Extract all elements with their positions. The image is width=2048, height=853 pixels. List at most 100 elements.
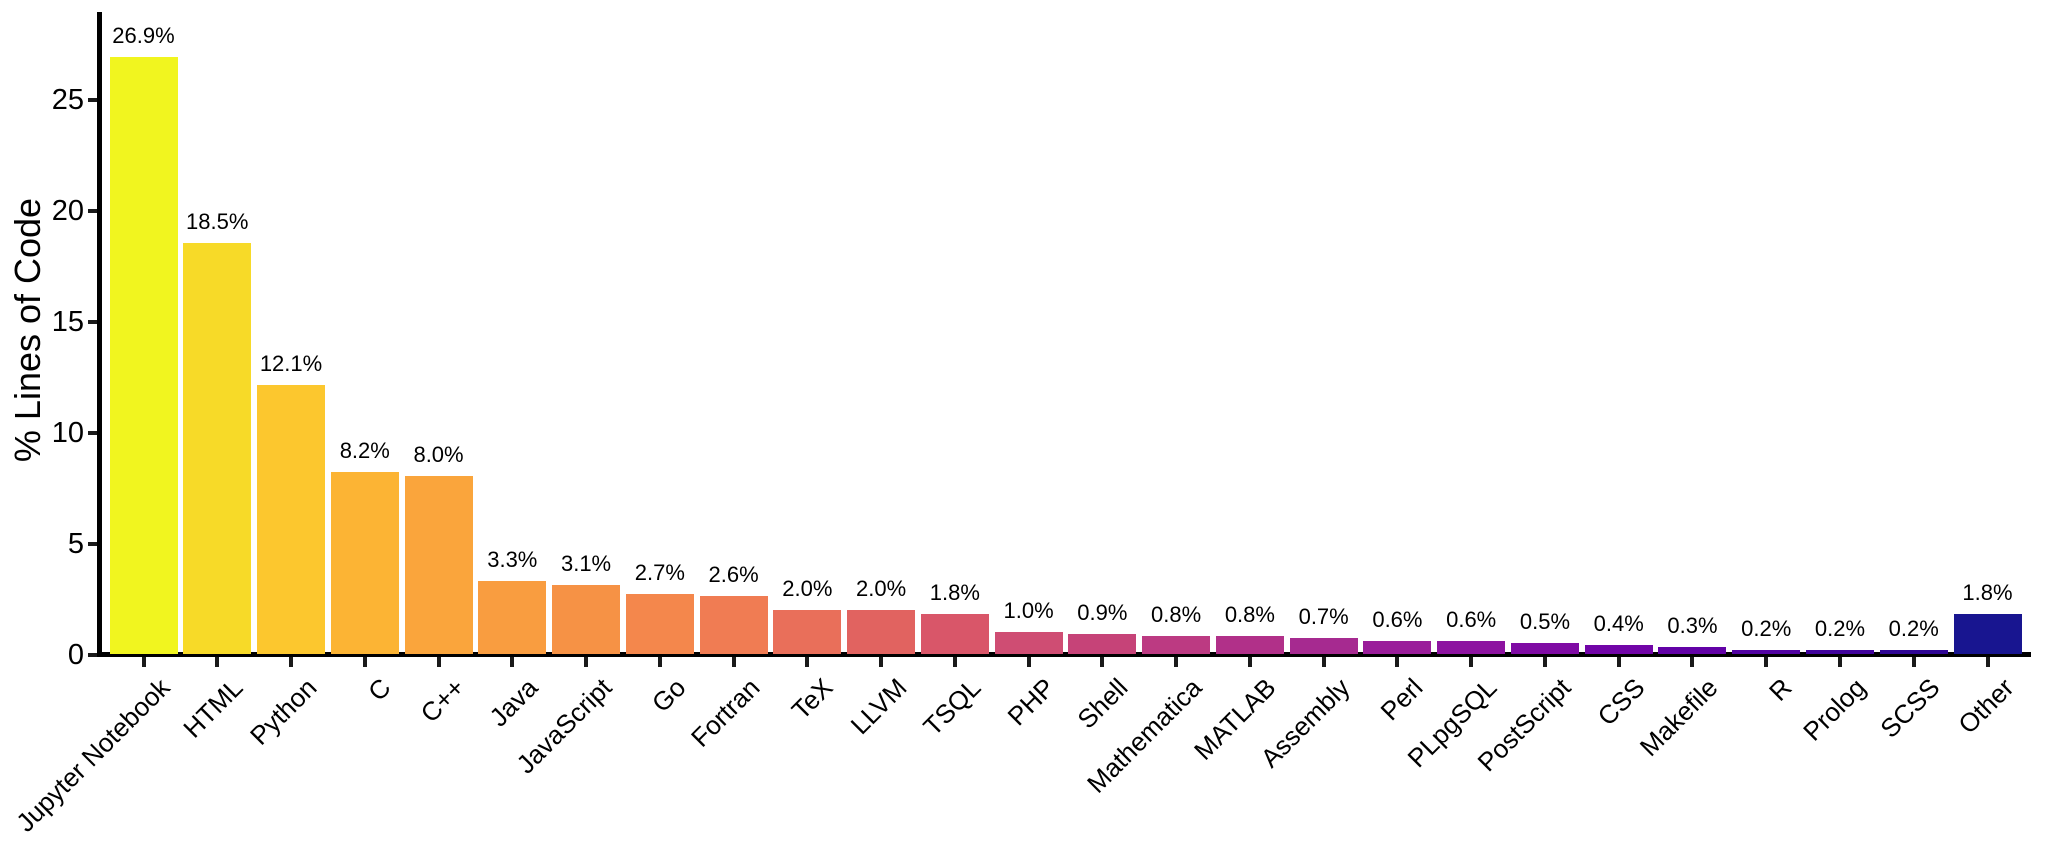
bar-html xyxy=(183,243,252,654)
y-tick xyxy=(88,542,97,546)
bar-value-label: 1.8% xyxy=(929,580,980,606)
bar-css xyxy=(1584,645,1653,654)
y-tick xyxy=(88,98,97,102)
bar-other xyxy=(1953,614,2022,654)
x-tick xyxy=(584,657,589,667)
x-tick-label-tsql: TSQL xyxy=(917,672,987,742)
x-tick-label-shell: Shell xyxy=(1071,672,1134,735)
bar-value-label: 18.5% xyxy=(186,209,249,235)
x-tick xyxy=(1026,657,1031,667)
x-tick-label-fortran: Fortran xyxy=(684,672,766,753)
x-tick xyxy=(510,657,515,667)
bar-value-label: 26.9% xyxy=(112,22,175,48)
x-tick xyxy=(1985,657,1990,667)
bar-value-label: 0.3% xyxy=(1667,613,1718,639)
bar-python xyxy=(257,385,326,654)
bar-mathematica xyxy=(1142,636,1211,654)
bar-jupyter-notebook xyxy=(109,56,178,654)
x-tick xyxy=(1395,657,1400,667)
x-axis-line xyxy=(97,652,2031,657)
bar-value-label: 0.2% xyxy=(1741,615,1792,641)
x-tick-label-r: R xyxy=(1763,672,1798,707)
y-tick-label: 15 xyxy=(51,306,84,338)
x-tick-label-makefile: Makefile xyxy=(1634,672,1724,762)
x-tick-label-perl: Perl xyxy=(1374,672,1429,727)
bar-value-label: 1.0% xyxy=(1003,597,1054,623)
bar-tsql xyxy=(920,614,989,654)
bar-value-label: 8.0% xyxy=(413,442,464,468)
x-tick xyxy=(1247,657,1252,667)
y-tick-label: 5 xyxy=(67,528,84,560)
x-tick-label-other: Other xyxy=(1951,672,2020,740)
x-tick xyxy=(1469,657,1474,667)
bar-javascript xyxy=(552,585,621,654)
y-tick-label: 20 xyxy=(51,195,84,227)
x-tick xyxy=(141,657,146,667)
y-tick-label: 0 xyxy=(67,639,84,671)
x-tick-label-tex: TeX xyxy=(785,672,839,726)
bar-perl xyxy=(1363,640,1432,654)
bar-value-label: 0.4% xyxy=(1593,611,1644,637)
y-tick-label: 25 xyxy=(51,84,84,116)
y-tick xyxy=(88,431,97,435)
bar-makefile xyxy=(1658,647,1727,654)
bar-postscript xyxy=(1510,642,1579,654)
bar-value-label: 0.2% xyxy=(1814,615,1866,641)
bar-value-label: 0.2% xyxy=(1888,615,1939,641)
x-tick-label-css: CSS xyxy=(1591,672,1651,732)
bar-assembly xyxy=(1289,638,1358,654)
bar-value-label: 8.2% xyxy=(339,437,390,463)
x-tick-label-python: Python xyxy=(244,672,323,751)
x-tick-label-java: Java xyxy=(483,672,544,733)
bar-value-label: 2.0% xyxy=(856,575,907,601)
bar-value-label: 3.3% xyxy=(487,546,538,572)
x-tick-label-c: C++ xyxy=(414,672,471,729)
bar-r xyxy=(1732,649,1801,654)
bar-value-label: 0.6% xyxy=(1372,606,1423,632)
y-tick xyxy=(88,209,97,213)
y-tick xyxy=(88,653,97,657)
bar-fortran xyxy=(699,596,768,654)
bar-php xyxy=(994,631,1063,654)
y-axis-spine xyxy=(97,12,102,657)
bar-value-label: 0.7% xyxy=(1298,604,1349,630)
x-tick xyxy=(1837,657,1842,667)
bar-value-label: 2.6% xyxy=(708,562,759,588)
x-tick-label-go: Go xyxy=(645,672,692,719)
bar-value-label: 0.6% xyxy=(1446,606,1497,632)
bar-scss xyxy=(1879,649,1948,654)
bar-value-label: 0.8% xyxy=(1224,602,1275,628)
x-tick xyxy=(362,657,367,667)
x-tick xyxy=(952,657,957,667)
x-tick xyxy=(1174,657,1179,667)
bar-value-label: 3.1% xyxy=(560,551,612,577)
x-tick xyxy=(1321,657,1326,667)
bar-java xyxy=(478,580,547,654)
bar-value-label: 0.9% xyxy=(1077,600,1128,626)
x-tick-label-c: C xyxy=(361,672,397,707)
bar-prolog xyxy=(1805,649,1874,654)
x-tick xyxy=(1542,657,1547,667)
bar-plpgsql xyxy=(1437,640,1506,654)
x-tick-label-prolog: Prolog xyxy=(1797,672,1872,747)
x-tick xyxy=(215,657,220,667)
x-tick-label-jupyter-notebook: Jupyter Notebook xyxy=(9,672,176,838)
bar-c xyxy=(330,471,399,654)
bar-value-label: 2.7% xyxy=(634,560,685,586)
x-tick-label-scss: SCSS xyxy=(1873,672,1946,744)
x-tick xyxy=(1100,657,1105,667)
x-tick-label-php: PHP xyxy=(1001,672,1061,732)
bar-value-label: 12.1% xyxy=(259,351,323,377)
x-tick xyxy=(1616,657,1621,667)
bar-llvm xyxy=(847,609,916,654)
bar-tex xyxy=(773,609,842,654)
bar-shell xyxy=(1068,634,1137,654)
bar-value-label: 0.5% xyxy=(1519,608,1571,634)
x-tick xyxy=(1690,657,1695,667)
bar-value-label: 2.0% xyxy=(782,575,833,601)
x-tick-label-html: HTML xyxy=(177,672,249,744)
bar-value-label: 0.8% xyxy=(1151,602,1202,628)
x-tick xyxy=(436,657,441,667)
x-tick xyxy=(657,657,662,667)
